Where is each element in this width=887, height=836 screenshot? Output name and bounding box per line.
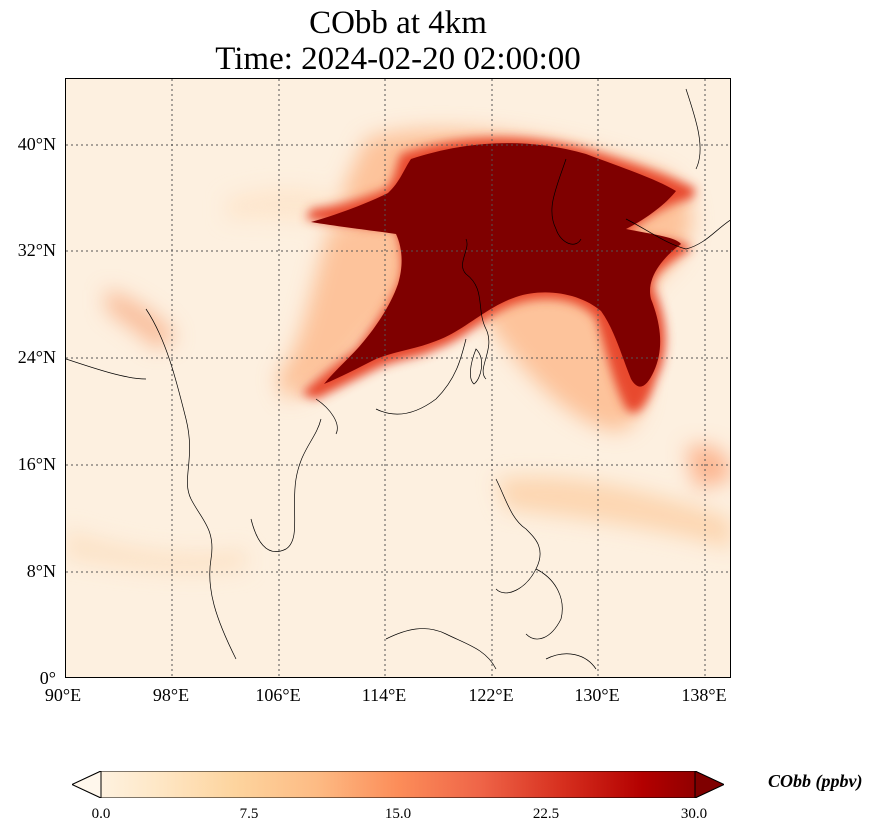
- lat-tick-40n: 40°N: [17, 134, 56, 154]
- colorbar-body: [72, 771, 724, 798]
- colorbar-tick-0: 0.0: [91, 806, 111, 822]
- lon-tick-138e: 138°E: [681, 685, 727, 705]
- map-panel[interactable]: [65, 78, 731, 678]
- coastlines: [66, 88, 730, 670]
- colorbar-max-extend-arrow: [694, 771, 724, 798]
- lat-tick-32n: 32°N: [17, 240, 56, 260]
- colorbar-tick-3: 22.5: [532, 806, 560, 822]
- map-canvas: [66, 79, 730, 677]
- colorbar-tick-2: 15.0: [384, 806, 412, 822]
- lon-tick-98e: 98°E: [152, 685, 190, 705]
- colorbar-min-extend-arrow: [72, 771, 102, 798]
- colorbar-label: CObb (ppbv): [768, 771, 863, 791]
- map-title-line-1: CObb at 4km: [309, 5, 487, 41]
- lon-tick-106e: 106°E: [255, 685, 301, 705]
- map-title-line-2: Time: 2024-02-20 02:00:00: [215, 41, 581, 77]
- lat-tick-8n: 8°N: [26, 561, 56, 581]
- lat-tick-24n: 24°N: [17, 347, 56, 367]
- lon-tick-114e: 114°E: [361, 685, 407, 705]
- colorbar-tick-1: 7.5: [239, 806, 259, 822]
- lat-tick-16n: 16°N: [17, 454, 56, 474]
- lon-tick-122e: 122°E: [468, 685, 514, 705]
- colorbar: [72, 771, 724, 798]
- plume-max-region: [311, 143, 681, 387]
- gridlines: [66, 79, 730, 677]
- colorbar-tick-4: 30.0: [680, 806, 708, 822]
- lon-tick-90e: 90°E: [44, 685, 82, 705]
- lon-tick-130e: 130°E: [574, 685, 620, 705]
- lat-tick-0: 0°: [39, 668, 56, 688]
